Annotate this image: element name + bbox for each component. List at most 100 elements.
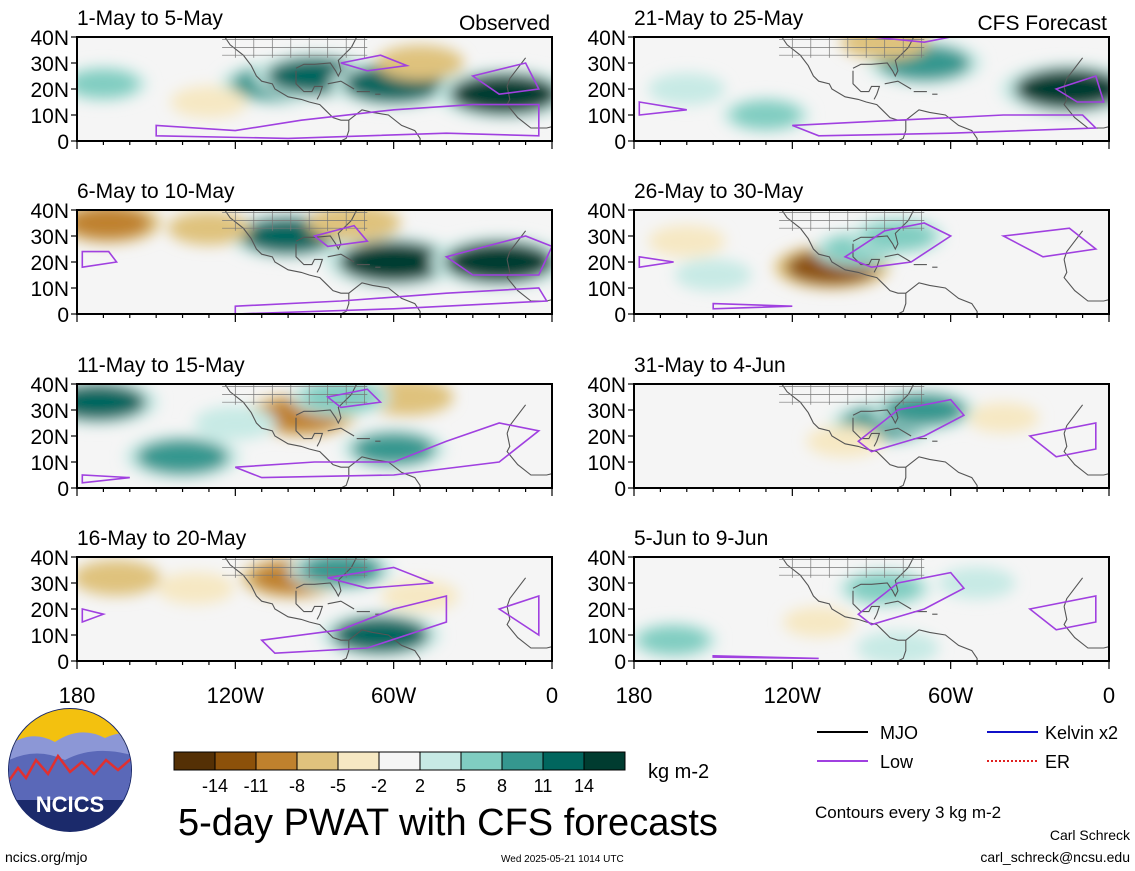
y-tick-label: 40N [587, 27, 626, 50]
y-tick-label: 30N [30, 53, 69, 76]
political-borders [222, 37, 368, 58]
anomaly-core [175, 214, 242, 242]
anomaly-core [338, 241, 449, 283]
y-tick-label: 40N [587, 374, 626, 397]
anomaly-core [682, 262, 744, 288]
y-tick-label: 30N [30, 226, 69, 249]
anomaly-core [77, 210, 151, 240]
y-tick-label: 30N [587, 53, 626, 76]
anomaly-core [384, 48, 456, 78]
panel-title: 1-May to 5-May [77, 7, 223, 30]
map-panel: 40N 30N 20N 10N 0 31-May to 4-Jun [587, 354, 1110, 501]
y-tick-label: 40N [587, 547, 626, 570]
colorbar-tick-label: 14 [574, 776, 594, 796]
colorbar-swatch [583, 751, 626, 771]
y-tick-label: 10N [30, 625, 69, 648]
anomaly-core [81, 563, 152, 592]
y-tick-label: 0 [57, 304, 69, 327]
colorbar-swatch [542, 751, 585, 771]
x-tick-label: 180 [616, 683, 653, 708]
anomaly-core [814, 428, 876, 455]
y-tick-label: 30N [30, 573, 69, 596]
political-borders [222, 557, 368, 578]
anomaly-core [655, 76, 718, 102]
y-tick-label: 40N [30, 200, 69, 223]
anomaly-core [389, 583, 451, 609]
map-panel: 40N 30N 20N 10N 0 11-May to 15-May [30, 354, 553, 501]
low-contours [638, 222, 1098, 310]
colorbar-swatch [460, 751, 503, 771]
coastlines [771, 557, 1109, 661]
y-tick-label: 30N [587, 573, 626, 596]
y-tick-label: 40N [30, 374, 69, 397]
x-tick-label: 120W [764, 683, 822, 708]
map-panel: 40N 30N 20N 10N 0 16-May to 20-May [30, 527, 553, 674]
y-tick-label: 0 [614, 651, 626, 674]
anomaly-core [730, 100, 802, 130]
anomaly-core [77, 69, 139, 98]
map-panel: 40N 30N 20N 10N 0 21-May to 25-May CFS Forecas… [587, 7, 1110, 154]
colorbar-tick-label: -14 [202, 776, 228, 796]
low-contours [712, 571, 1097, 660]
y-tick-label: 20N [587, 599, 626, 622]
y-tick-label: 10N [587, 105, 626, 128]
colorbar-tick-label: 5 [456, 776, 466, 796]
x-tick-label: 180 [59, 683, 96, 708]
colorbar-tick-label: -2 [371, 776, 387, 796]
colorbar-swatch [255, 751, 298, 771]
panel-title: 26-May to 30-May [634, 180, 804, 203]
panel-title: 31-May to 4-Jun [634, 354, 786, 377]
ncics-logo: NCICS [8, 708, 132, 832]
coastlines [214, 37, 552, 141]
anomaly-core [369, 384, 445, 412]
footer-url: ncics.org/mjo [5, 849, 88, 865]
y-tick-label: 20N [30, 599, 69, 622]
x-axis-ticks: 180 120W 60W 0 180 120W 60W 0 [59, 683, 1115, 708]
anomaly-core [351, 432, 436, 466]
anomaly-core [202, 409, 269, 437]
footer-timestamp: Wed 2025-05-21 1014 UTC [501, 854, 624, 865]
anomaly-core [655, 228, 718, 254]
colorbar-swatch [214, 751, 257, 771]
legend-kelvin-label: Kelvin x2 [1045, 723, 1118, 743]
y-tick-label: 0 [614, 304, 626, 327]
low-contours [638, 37, 1105, 137]
anomaly-core [332, 616, 429, 654]
y-tick-label: 10N [587, 452, 626, 475]
x-tick-label: 60W [371, 683, 416, 708]
logo-text: NCICS [36, 792, 104, 817]
y-tick-label: 0 [57, 651, 69, 674]
low-contours [81, 566, 540, 655]
anomaly-core [860, 221, 936, 251]
y-tick-label: 30N [30, 400, 69, 423]
x-tick-label: 60W [928, 683, 973, 708]
colorbar-tick-label: -5 [330, 776, 346, 796]
y-tick-label: 20N [587, 252, 626, 275]
y-tick-label: 30N [587, 400, 626, 423]
colorbar-swatch [378, 751, 421, 771]
y-tick-label: 30N [587, 226, 626, 249]
footer-email: carl_schreck@ncsu.edu [980, 849, 1130, 865]
political-borders [779, 557, 925, 578]
map-panel: 40N 30N 20N 10N 0 6-May to 10-May [30, 180, 553, 327]
anomaly-core [638, 626, 709, 655]
y-tick-label: 20N [30, 426, 69, 449]
anomaly-core [864, 634, 931, 661]
panel-title: 6-May to 10-May [77, 180, 235, 203]
colorbar-tick-label: 2 [415, 776, 425, 796]
political-borders [779, 37, 925, 58]
map-panel: 40N 30N 20N 10N 0 26-May to 30-May [587, 180, 1110, 327]
anomaly-core [444, 241, 552, 283]
y-tick-label: 0 [614, 478, 626, 501]
coastlines [214, 210, 552, 314]
anomaly-core [299, 557, 383, 587]
colorbar-tick-label: 8 [497, 776, 507, 796]
y-tick-label: 40N [587, 200, 626, 223]
colorbar-swatch [501, 751, 544, 771]
legend-contour-note: Contours every 3 kg m-2 [815, 803, 1001, 822]
y-tick-label: 10N [30, 105, 69, 128]
x-tick-label: 0 [1103, 683, 1115, 708]
anomaly-core [136, 439, 229, 475]
anomaly-core [790, 609, 848, 635]
anomaly-core [847, 573, 923, 604]
